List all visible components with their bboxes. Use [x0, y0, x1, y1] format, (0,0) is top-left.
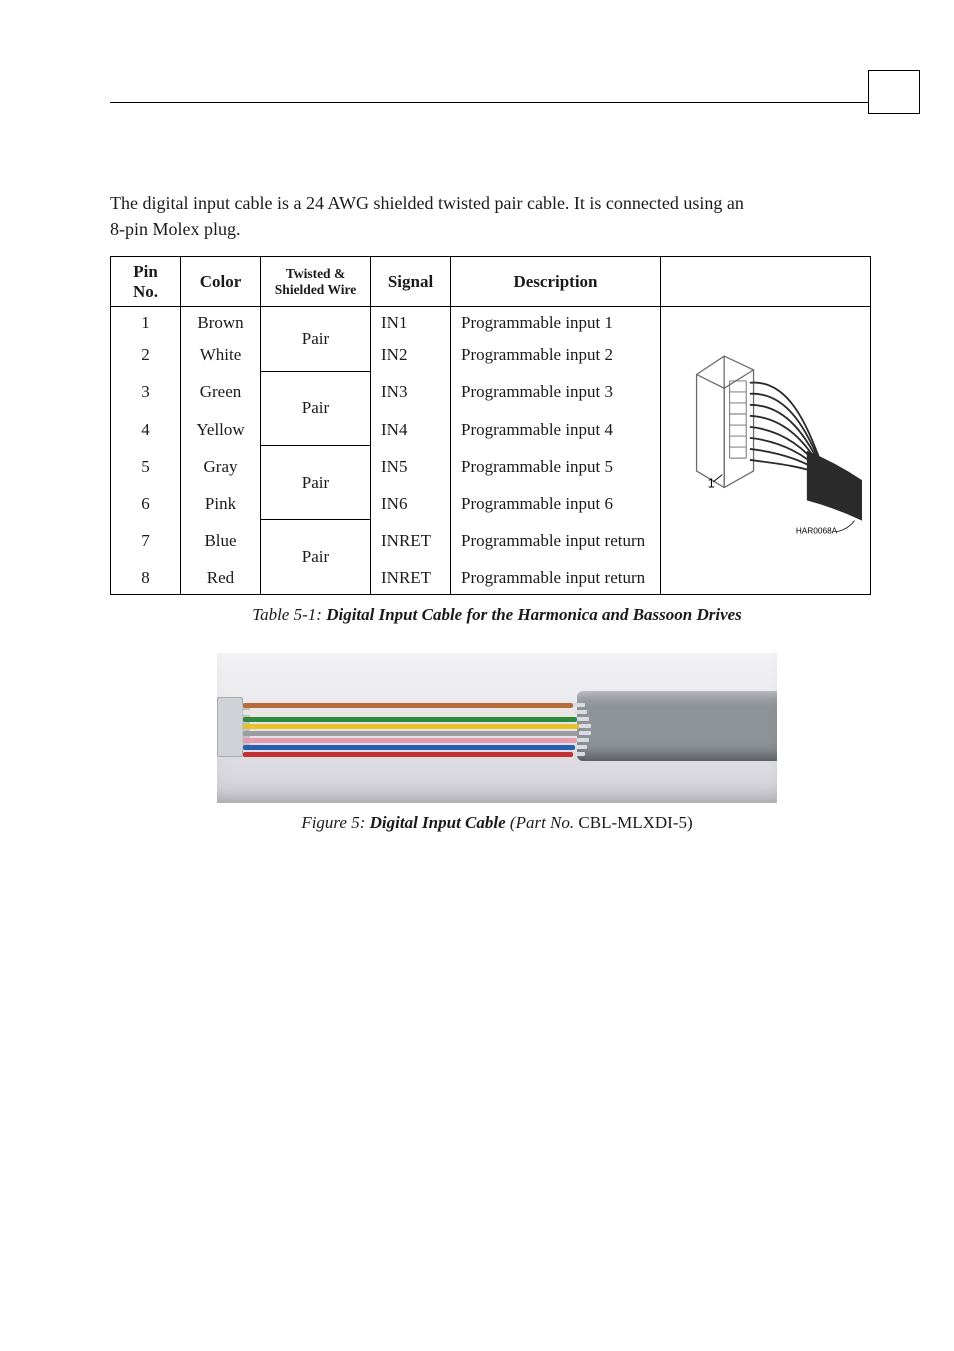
table-row: 1 Brown Pair IN1 Programmable input 1 — [111, 307, 871, 340]
cell-pair: Pair — [261, 520, 371, 595]
cell-desc: Programmable input return — [451, 520, 661, 562]
photo-wire — [243, 745, 575, 750]
th-signal: Signal — [371, 257, 451, 307]
figure-caption-prefix: Figure 5: — [301, 813, 369, 832]
photo-wire — [243, 752, 573, 757]
figure-caption-open: (Part No. — [506, 813, 579, 832]
photo-wire-tip — [577, 717, 589, 721]
cell-color: Yellow — [181, 414, 261, 446]
cable-ferrule — [217, 697, 243, 757]
th-twisted-l2: Shielded Wire — [275, 282, 356, 297]
photo-wire-tip — [579, 724, 591, 728]
figure-caption: Figure 5: Digital Input Cable (Part No. … — [217, 813, 777, 833]
cell-signal: IN2 — [371, 339, 451, 371]
th-description: Description — [451, 257, 661, 307]
cell-color: Gray — [181, 446, 261, 488]
photo-wire-tip — [577, 738, 589, 742]
photo-wire-tip — [579, 731, 591, 735]
photo-wire — [243, 724, 579, 729]
cell-signal: IN5 — [371, 446, 451, 488]
photo-wire — [243, 731, 579, 736]
pin1-label: 1 — [708, 476, 715, 491]
header-rule — [110, 102, 884, 103]
cable-sheath — [577, 691, 777, 761]
figure-caption-partno: CBL-MLXDI-5 — [578, 813, 687, 832]
cell-color: Green — [181, 371, 261, 413]
cell-signal: IN1 — [371, 307, 451, 340]
intro-line-2: 8-pin Molex plug. — [110, 219, 241, 239]
cell-pin: 6 — [111, 488, 181, 520]
cell-pin: 4 — [111, 414, 181, 446]
cable-photo — [217, 653, 777, 803]
cell-pin: 1 — [111, 307, 181, 340]
connector-diagram: 1 HAR0068A — [669, 313, 862, 583]
cell-pin: 7 — [111, 520, 181, 562]
cell-desc: Programmable input 1 — [451, 307, 661, 340]
cell-pin: 3 — [111, 371, 181, 413]
intro-line-1: The digital input cable is a 24 AWG shie… — [110, 193, 744, 213]
cell-pair: Pair — [261, 371, 371, 445]
th-pin: Pin No. — [111, 257, 181, 307]
photo-wire-tip — [573, 752, 585, 756]
th-twisted: Twisted & Shielded Wire — [261, 257, 371, 307]
cell-color: Blue — [181, 520, 261, 562]
cell-signal: IN3 — [371, 371, 451, 413]
cell-desc: Programmable input 4 — [451, 414, 661, 446]
cell-color: Pink — [181, 488, 261, 520]
intro-paragraph: The digital input cable is a 24 AWG shie… — [110, 190, 870, 242]
diagram-ref: HAR0068A — [796, 527, 838, 536]
pin-table: Pin No. Color Twisted & Shielded Wire Si… — [110, 256, 871, 595]
cell-pair: Pair — [261, 307, 371, 372]
cell-pin: 2 — [111, 339, 181, 371]
table-caption-prefix: Table 5-1: — [252, 605, 326, 624]
photo-wire-tip — [575, 745, 587, 749]
photo-wire — [243, 703, 573, 708]
th-color: Color — [181, 257, 261, 307]
photo-wire — [243, 710, 575, 715]
cell-desc: Programmable input 3 — [451, 371, 661, 413]
header-corner-box — [868, 70, 920, 114]
cell-color: White — [181, 339, 261, 371]
photo-wire-tip — [575, 710, 587, 714]
cable-photo-figure: Figure 5: Digital Input Cable (Part No. … — [217, 653, 777, 833]
th-twisted-l1: Twisted & — [286, 266, 345, 281]
table-caption-title: Digital Input Cable for the Harmonica an… — [326, 605, 742, 624]
table-caption: Table 5-1: Digital Input Cable for the H… — [110, 605, 884, 625]
connector-diagram-cell: 1 HAR0068A — [661, 307, 871, 595]
photo-wire — [243, 717, 577, 722]
figure-caption-title: Digital Input Cable — [370, 813, 506, 832]
cell-signal: INRET — [371, 562, 451, 595]
table-header-row: Pin No. Color Twisted & Shielded Wire Si… — [111, 257, 871, 307]
cell-color: Red — [181, 562, 261, 595]
cell-signal: IN6 — [371, 488, 451, 520]
cell-signal: IN4 — [371, 414, 451, 446]
cell-pin: 8 — [111, 562, 181, 595]
cell-color: Brown — [181, 307, 261, 340]
cell-desc: Programmable input 6 — [451, 488, 661, 520]
cell-pair: Pair — [261, 446, 371, 520]
cell-desc: Programmable input 5 — [451, 446, 661, 488]
photo-wire — [243, 738, 577, 743]
figure-caption-close: ) — [687, 813, 693, 832]
photo-wire-tip — [573, 703, 585, 707]
page-header — [110, 70, 884, 130]
th-diagram — [661, 257, 871, 307]
cell-pin: 5 — [111, 446, 181, 488]
cell-signal: INRET — [371, 520, 451, 562]
cell-desc: Programmable input 2 — [451, 339, 661, 371]
cell-desc: Programmable input return — [451, 562, 661, 595]
